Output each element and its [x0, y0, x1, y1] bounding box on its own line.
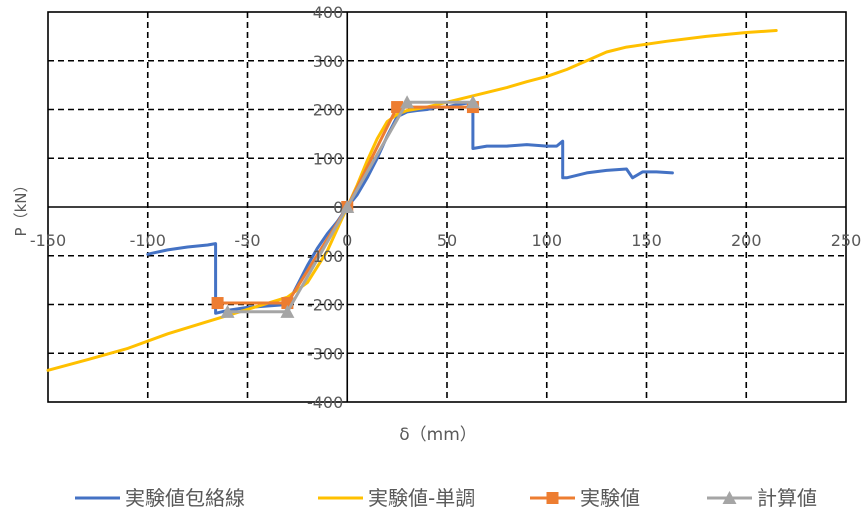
x-axis-title: δ（mm） [399, 425, 477, 445]
x-tick-label: -100 [130, 231, 166, 250]
legend-marker [546, 492, 559, 504]
legend-label: 実験値包絡線 [125, 486, 245, 510]
y-tick-label: 0 [333, 198, 343, 217]
y-tick-label: -200 [307, 296, 343, 315]
x-tick-label: 250 [831, 231, 862, 250]
y-tick-label: -400 [307, 393, 343, 412]
data-point [400, 95, 415, 109]
series-layer [46, 29, 778, 372]
data-point [280, 304, 295, 318]
y-tick-label: 400 [313, 3, 344, 22]
series-line [146, 100, 674, 315]
data-point [340, 200, 355, 213]
legend-marker [722, 491, 737, 504]
data-point [465, 95, 480, 109]
legend-label: 計算値 [757, 486, 817, 510]
y-tick-label: 100 [313, 149, 344, 168]
x-tick-label: 50 [437, 231, 457, 250]
x-tick-label: 150 [631, 231, 662, 250]
y-tick-label: 300 [313, 52, 344, 71]
legend-label: 実験値-単調 [368, 486, 475, 510]
tick-labels: -150 -100 -50 0 50 100 150 200 250 -400 -300 -200 -1… [30, 3, 861, 412]
y-tick-label: -300 [307, 344, 343, 363]
legend: 実験値包絡線 実験値-単調 実験値 計算値 [75, 486, 817, 510]
y-axis-title: P（kN） [12, 178, 30, 237]
x-tick-label: 200 [731, 231, 762, 250]
x-tick-label: 0 [342, 231, 352, 250]
legend-label: 実験値 [580, 486, 640, 510]
x-tick-label: -50 [234, 231, 260, 250]
x-tick-label: 100 [531, 231, 562, 250]
data-point [391, 101, 404, 114]
data-point [220, 304, 235, 318]
x-tick-label: -150 [30, 231, 66, 250]
y-tick-label: 200 [313, 101, 344, 120]
data-point [211, 297, 224, 310]
y-tick-label: -100 [307, 247, 343, 266]
